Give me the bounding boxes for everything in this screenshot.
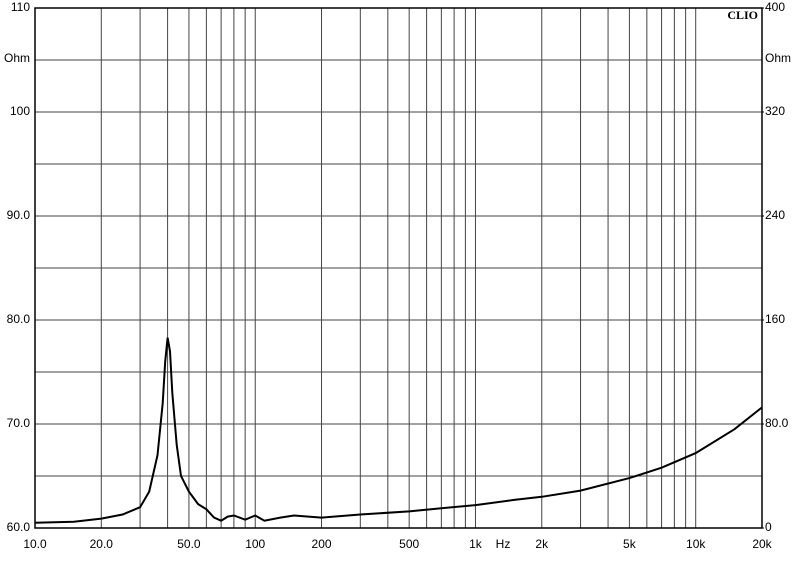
- y2-tick-label: 240: [765, 208, 785, 222]
- plot-frame: [34, 7, 763, 529]
- y-tick-label: 100: [10, 104, 30, 118]
- x-unit: Hz: [496, 537, 511, 551]
- x-tick-label: 20k: [752, 537, 772, 551]
- y-tick-label: 80.0: [7, 312, 31, 326]
- x-tick-label: 1k: [469, 537, 483, 551]
- x-tick-label: 5k: [623, 537, 637, 551]
- y2-tick-label: 320: [765, 104, 785, 118]
- x-tick-label: 10k: [686, 537, 706, 551]
- x-tick-label: 2k: [535, 537, 549, 551]
- y-tick-label: 90.0: [7, 208, 31, 222]
- y2-tick-label: 80.0: [765, 416, 789, 430]
- y2-tick-label: 400: [765, 0, 785, 14]
- y-unit: Ohm: [4, 51, 30, 65]
- y2-unit: Ohm: [765, 51, 791, 65]
- brand: CLIO: [727, 8, 758, 22]
- y-tick-label: 70.0: [7, 416, 31, 430]
- impedance-curve: [34, 337, 763, 524]
- x-tick-label: 10.0: [23, 537, 47, 551]
- y2-tick-label: 0: [765, 520, 772, 534]
- y-tick-label: 60.0: [7, 520, 31, 534]
- x-tick-label: 500: [399, 537, 419, 551]
- x-tick-label: 200: [312, 537, 332, 551]
- y-tick-label: 110: [11, 0, 30, 14]
- y2-tick-label: 160: [765, 312, 785, 326]
- x-tick-label: 100: [245, 537, 265, 551]
- x-tick-label: 50.0: [177, 537, 201, 551]
- x-tick-label: 20.0: [90, 537, 114, 551]
